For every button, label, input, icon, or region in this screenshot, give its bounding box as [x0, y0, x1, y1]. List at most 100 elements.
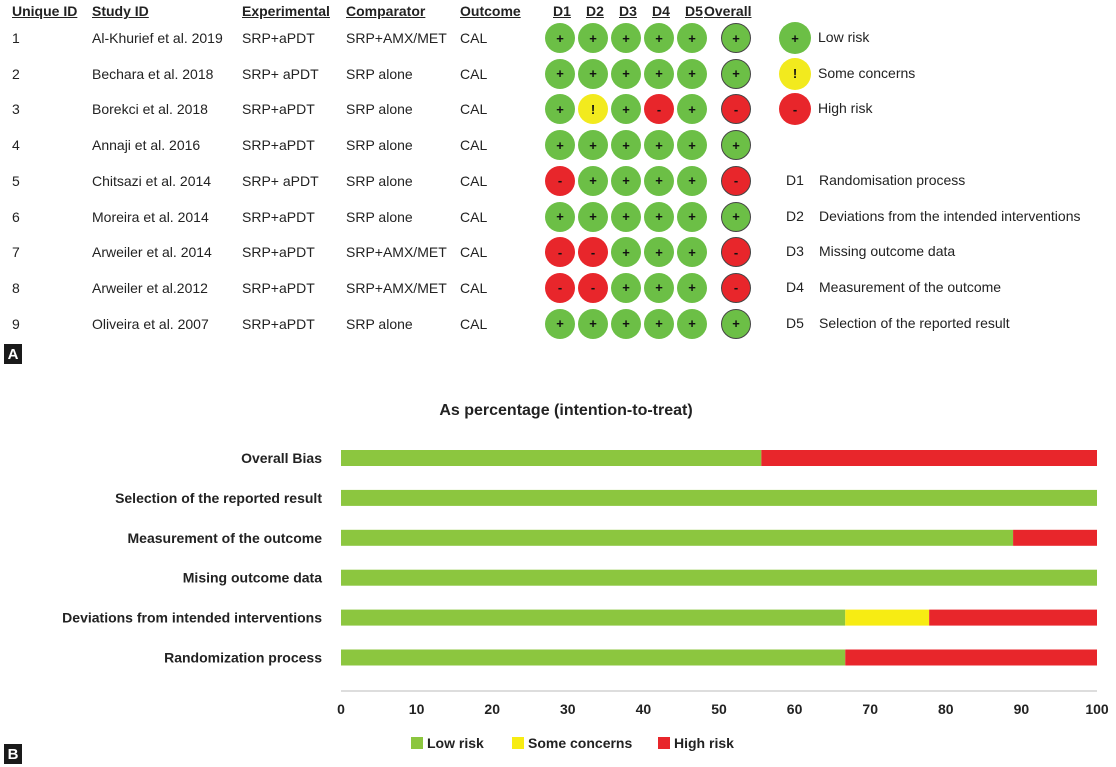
- domain-label: Measurement of the outcome: [819, 279, 1002, 296]
- header-experimental: Experimental: [242, 3, 330, 19]
- header-study: Study ID: [92, 3, 149, 19]
- domain-label: Missing outcome data: [819, 243, 956, 260]
- row-outcome: CAL: [460, 172, 488, 189]
- row-id: 5: [12, 172, 20, 189]
- judgement-dot: +: [578, 23, 608, 53]
- judgement-dot: +: [677, 23, 707, 53]
- overall-judgement-dot: +: [721, 130, 751, 161]
- domain-code: D5: [786, 314, 804, 331]
- row-comparator: SRP+AMX/MET: [346, 30, 447, 46]
- judgement-dot: +: [545, 23, 575, 53]
- row-experimental: SRP+aPDT: [242, 208, 315, 225]
- domain-label: Randomisation process: [819, 172, 966, 188]
- x-tick-label: 10: [409, 701, 425, 717]
- row-study: Al-Khurief et al. 2019: [92, 30, 223, 46]
- row-study: Borekci et al. 2018: [92, 101, 208, 118]
- chart-title: As percentage (intention-to-treat): [439, 402, 692, 419]
- row-comparator: SRP alone: [346, 65, 413, 82]
- legend-swatch: [411, 737, 423, 749]
- judgement-dot: -: [545, 237, 575, 268]
- row-study: Annaji et al. 2016: [92, 137, 201, 154]
- bar-segment-some-concerns: [845, 609, 930, 626]
- row-comparator: SRP alone: [346, 315, 413, 332]
- domain-code: D4: [786, 279, 804, 296]
- overall-judgement-dot: +: [721, 201, 751, 232]
- judgement-dot: +: [644, 201, 674, 232]
- x-tick-label: 50: [711, 701, 727, 717]
- judgement-dot: +: [545, 308, 575, 339]
- bar-segment-high-risk: [761, 450, 1097, 466]
- row-study: Arweiler et al. 2014: [92, 244, 212, 261]
- row-experimental: SRP+aPDT: [242, 244, 315, 261]
- row-id: 4: [12, 137, 20, 154]
- judgement-dot: -: [578, 237, 608, 268]
- header-d1: D1: [553, 3, 571, 19]
- judgement-dot: +: [578, 308, 608, 339]
- judgement-dot: +: [677, 94, 707, 125]
- judgement-dot: +: [611, 23, 641, 53]
- row-comparator: SRP alone: [346, 137, 413, 154]
- risk-of-bias-traffic-light-table: Unique ID Study ID Experimental Comparator O…: [0, 0, 1116, 370]
- legend-swatch: [512, 737, 524, 749]
- judgement-dot: +: [677, 237, 707, 268]
- judgement-dot: +: [578, 130, 608, 161]
- judgement-dot: +: [611, 308, 641, 339]
- bar-segment-low-risk: [341, 569, 1097, 586]
- row-experimental: SRP+aPDT: [242, 137, 315, 154]
- judgement-dot: +: [677, 272, 707, 303]
- row-experimental: SRP+ aPDT: [242, 65, 319, 82]
- row-outcome: CAL: [460, 30, 488, 46]
- judgement-dot: !: [578, 94, 608, 125]
- judgement-dot: +: [644, 58, 674, 89]
- judgement-dot: +: [611, 165, 641, 196]
- row-outcome: CAL: [460, 279, 488, 296]
- bar-segment-low-risk: [341, 529, 1014, 546]
- legend-label: High risk: [674, 735, 734, 751]
- legend-label: Low risk: [818, 29, 870, 45]
- judgement-dot: +: [677, 165, 707, 196]
- judgement-dot: +: [545, 58, 575, 89]
- row-outcome: CAL: [460, 65, 488, 82]
- judgement-dot: +: [578, 58, 608, 89]
- judgement-dot: +: [611, 130, 641, 161]
- judgement-dot: +: [644, 237, 674, 268]
- legend-label: Low risk: [427, 735, 484, 751]
- row-experimental: SRP+aPDT: [242, 30, 315, 46]
- overall-judgement-dot: +: [721, 308, 751, 339]
- overall-judgement-dot: +: [721, 58, 751, 89]
- row-id: 6: [12, 208, 20, 225]
- row-id: 7: [12, 244, 20, 261]
- judgement-dot: +: [611, 272, 641, 303]
- chart-legend: Low risk Some concerns High risk: [411, 735, 734, 751]
- judgement-dot: +: [644, 130, 674, 161]
- legend-label: Some concerns: [528, 735, 632, 751]
- row-outcome: CAL: [460, 315, 488, 332]
- x-axis: 0 10 20 30 40 50 60 70 80 90 100: [337, 690, 1109, 717]
- row-id: 8: [12, 279, 20, 296]
- bar-segment-low-risk: [341, 649, 846, 666]
- header-outcome: Outcome: [460, 3, 521, 19]
- legend-label: Some concerns: [818, 64, 916, 81]
- x-tick-label: 20: [484, 701, 500, 717]
- row-study: Chitsazi et al. 2014: [92, 172, 212, 189]
- row-outcome: CAL: [460, 101, 488, 118]
- judgement-dot: +: [578, 165, 608, 196]
- domain-label: Deviations from the intended interventio…: [819, 207, 1081, 224]
- category-label: Mising outcome data: [183, 570, 322, 586]
- bar-segment-high-risk: [929, 609, 1097, 626]
- judgement-dot: +: [545, 130, 575, 161]
- bar-segment-low-risk: [341, 450, 762, 466]
- header-d4: D4: [652, 3, 670, 19]
- judgement-dot: -: [545, 272, 575, 303]
- header-comparator: Comparator: [346, 3, 426, 19]
- category-labels: Overall Bias Selection of the reported re…: [62, 450, 322, 666]
- row-id: 1: [12, 30, 20, 46]
- x-tick-label: 80: [938, 701, 954, 717]
- bars-group: [341, 450, 1097, 666]
- row-experimental: SRP+aPDT: [242, 279, 315, 296]
- x-tick-label: 60: [787, 701, 803, 717]
- row-comparator: SRP+AMX/MET: [346, 279, 447, 296]
- category-label: Randomization process: [164, 650, 322, 666]
- x-tick-label: 30: [560, 701, 576, 717]
- category-label: Selection of the reported result: [115, 490, 322, 506]
